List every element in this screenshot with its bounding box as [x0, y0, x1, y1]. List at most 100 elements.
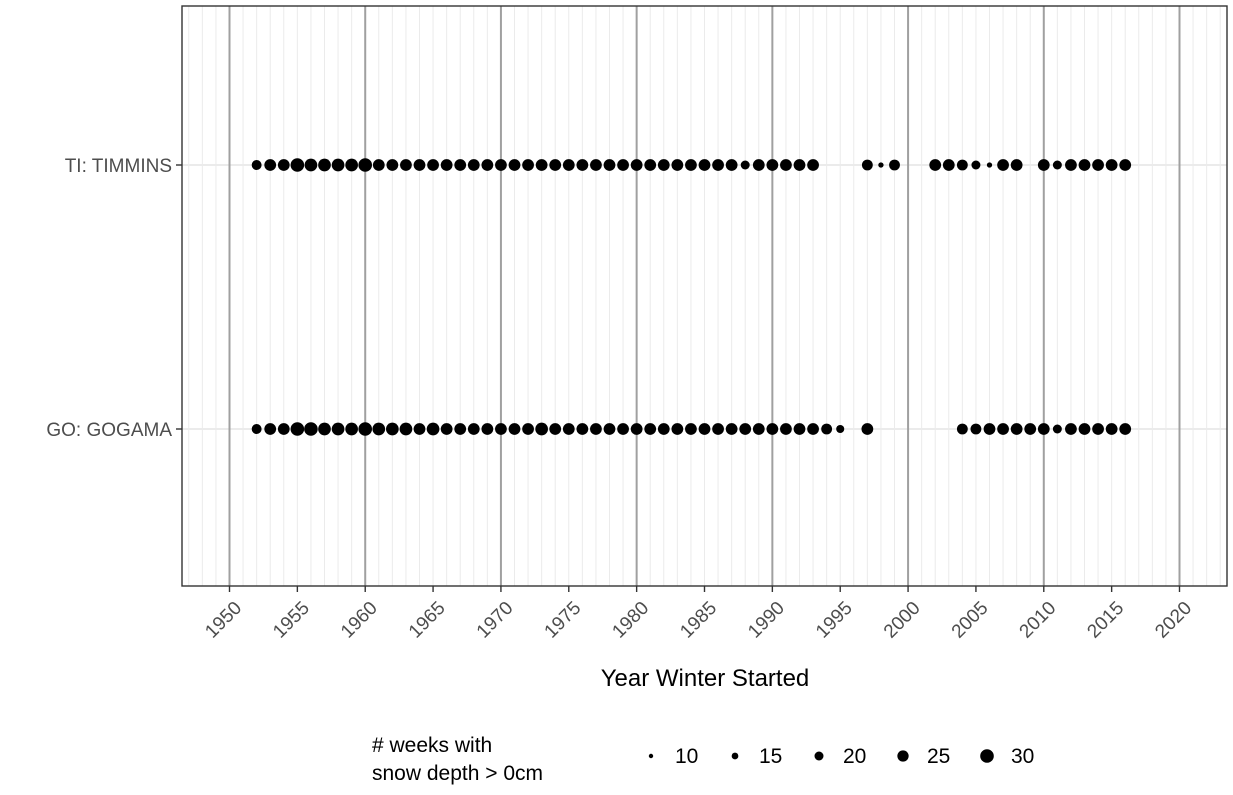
data-point [413, 159, 426, 171]
data-point [1037, 159, 1050, 171]
x-tick-label: 2000 [880, 598, 925, 643]
data-point [603, 423, 616, 435]
data-point [481, 159, 494, 171]
data-point [372, 159, 385, 171]
legend-key-point [814, 751, 824, 761]
data-point [399, 422, 413, 436]
data-point [657, 159, 670, 171]
data-point [1078, 159, 1091, 171]
x-tick-label: 1955 [269, 598, 314, 643]
legend-key-point [648, 753, 654, 759]
data-point [956, 423, 968, 435]
data-point [1010, 159, 1023, 171]
x-axis: 1950 1955 1960 1965 1970 1975 1980 1985 1990 1995… [201, 586, 1196, 642]
data-point [277, 159, 290, 171]
data-point [290, 158, 305, 172]
data-point [440, 423, 453, 435]
data-point [495, 423, 507, 435]
data-point [861, 423, 874, 435]
data-point [467, 159, 480, 171]
data-point [345, 158, 358, 172]
data-point [1010, 423, 1023, 435]
data-point [318, 422, 331, 436]
data-point [807, 423, 819, 435]
data-point [522, 159, 534, 171]
data-point [264, 423, 277, 435]
data-point [386, 422, 399, 436]
data-point [277, 423, 290, 435]
data-point [617, 159, 629, 171]
data-point [495, 159, 507, 171]
y-tick-label: TI: TIMMINS [65, 156, 172, 177]
data-point [630, 423, 643, 435]
data-point [644, 159, 657, 171]
legend-keys: 10 15 20 25 30 [648, 745, 1034, 768]
data-point [576, 423, 589, 435]
data-point [630, 159, 643, 171]
data-point [986, 162, 993, 168]
data-point [426, 422, 440, 436]
data-point [698, 423, 711, 435]
legend-key-label: 25 [927, 745, 950, 768]
data-point [671, 423, 684, 435]
data-point [590, 159, 602, 171]
data-point [454, 159, 467, 171]
data-point [318, 158, 331, 172]
data-point [481, 423, 494, 435]
data-point [617, 423, 629, 435]
legend-key-label: 10 [675, 745, 698, 768]
data-point [983, 423, 996, 435]
data-point [685, 423, 697, 435]
minor-gridlines [188, 6, 1221, 586]
data-point [698, 159, 711, 171]
y-tick-label: GO: GOGAMA [46, 420, 172, 441]
data-point [358, 422, 373, 436]
data-point [807, 159, 819, 171]
data-point [576, 159, 589, 171]
data-point [508, 159, 521, 171]
data-point [413, 423, 426, 435]
data-point [1092, 423, 1104, 435]
data-point [739, 423, 752, 435]
data-point [603, 159, 616, 171]
data-point [725, 423, 738, 435]
data-point [861, 159, 873, 171]
data-point [345, 422, 358, 436]
data-point [264, 159, 277, 171]
data-point [740, 160, 750, 170]
x-tick-label: 1970 [473, 598, 518, 643]
data-point [766, 423, 779, 435]
data-point [1065, 423, 1077, 435]
data-point [780, 423, 792, 435]
data-point [251, 424, 262, 434]
data-point [821, 423, 833, 435]
x-tick-label: 2005 [948, 598, 993, 643]
legend-key-point [897, 750, 909, 762]
legend-key-label: 20 [843, 745, 866, 768]
legend-key-point [731, 752, 739, 760]
data-point [793, 423, 806, 435]
x-tick-label: 2010 [1016, 598, 1061, 643]
data-point [304, 158, 318, 172]
data-point [752, 159, 765, 171]
data-point [752, 423, 765, 435]
data-point [657, 423, 670, 435]
x-tick-label: 1995 [812, 598, 857, 643]
data-point [1052, 160, 1062, 170]
data-point [304, 422, 318, 436]
x-tick-label: 1965 [405, 598, 450, 643]
data-point [712, 423, 724, 435]
data-point [331, 158, 345, 172]
data-point [1037, 423, 1050, 435]
data-point [1024, 423, 1037, 435]
data-points [251, 158, 1132, 436]
x-tick-label: 2020 [1151, 598, 1196, 643]
data-point [290, 422, 305, 436]
data-point [712, 159, 724, 171]
data-point [970, 423, 982, 435]
data-point [549, 159, 562, 171]
data-point [878, 162, 884, 168]
data-point [889, 159, 900, 171]
data-point [454, 423, 467, 435]
